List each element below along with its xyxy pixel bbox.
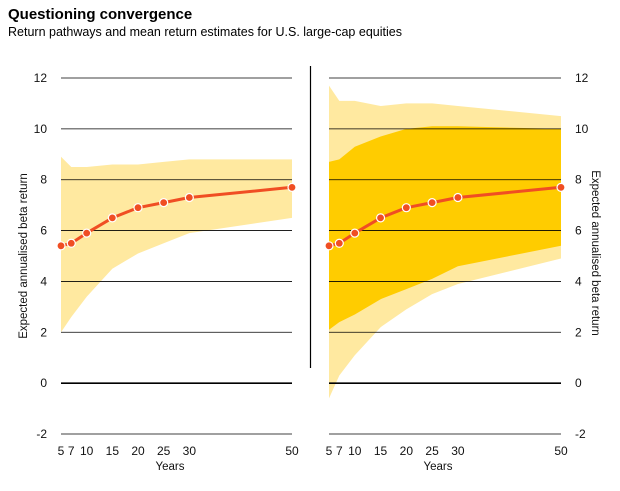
right-x-tick-label: 10 <box>348 444 362 458</box>
left-y-tick-label: 6 <box>40 224 47 238</box>
right-mean-point <box>334 238 344 248</box>
left-x-tick-label: 7 <box>68 444 75 458</box>
left-mean-point <box>82 228 92 238</box>
right-x-tick-label: 15 <box>374 444 388 458</box>
left-panel: -2 0 2 4 6 8 10 12 5 7 10 15 20 25 30 50 Years Expected a… <box>18 71 299 473</box>
right-y-tick-label: 10 <box>575 122 589 136</box>
right-mean-point <box>401 203 411 213</box>
right-x-tick-label: 50 <box>554 444 568 458</box>
left-y-tick-label: 2 <box>40 325 47 339</box>
chart-subtitle: Return pathways and mean return estimate… <box>8 25 402 39</box>
right-mean-point <box>453 192 463 203</box>
right-band-inner <box>329 126 561 330</box>
right-y-tick-label: 4 <box>575 274 582 288</box>
left-mean-point <box>287 182 297 192</box>
left-y-tick-label: 0 <box>40 376 47 390</box>
right-y-tick-label: 2 <box>575 325 582 339</box>
right-y-tick-label: 0 <box>575 376 582 390</box>
right-y-tick-label: -2 <box>575 427 586 441</box>
right-mean-point <box>375 213 386 223</box>
left-x-tick-label: 50 <box>285 444 299 458</box>
left-x-tick-label: 30 <box>183 444 197 458</box>
left-x-tick-label: 5 <box>58 444 65 458</box>
right-y-tick-label: 6 <box>575 224 582 238</box>
right-y-tick-label: 12 <box>575 71 589 85</box>
right-y-tick-label: 8 <box>575 173 582 187</box>
right-mean-point <box>350 228 360 238</box>
left-x-tick-label: 10 <box>80 444 94 458</box>
right-panel: -2 0 2 4 6 8 10 12 5 7 10 15 20 25 30 50 Years Expected a… <box>324 71 601 473</box>
left-x-tick-label: 20 <box>131 444 145 458</box>
left-y-tick-label: 4 <box>40 274 47 288</box>
chart-title: Questioning convergence <box>8 6 193 23</box>
left-band-outer <box>61 156 292 333</box>
right-x-tick-label: 7 <box>336 444 343 458</box>
right-x-tick-label: 25 <box>425 444 439 458</box>
left-y-tick-label: 10 <box>34 122 48 136</box>
right-x-axis-label: Years <box>424 461 453 473</box>
right-mean-point <box>324 241 334 251</box>
left-x-tick-label: 25 <box>157 444 171 458</box>
left-x-axis-label: Years <box>156 461 185 473</box>
right-x-tick-label: 20 <box>400 444 414 458</box>
left-y-tick-label: 8 <box>40 173 47 187</box>
left-mean-point <box>66 238 76 248</box>
left-mean-point <box>159 198 169 208</box>
left-mean-point <box>56 241 66 251</box>
right-mean-point <box>556 182 566 192</box>
left-mean-point <box>184 192 194 203</box>
left-x-tick-label: 15 <box>106 444 120 458</box>
right-y-axis-label: Expected annualised beta return <box>589 170 601 336</box>
left-mean-point <box>133 203 143 213</box>
left-y-tick-label: 12 <box>34 71 48 85</box>
left-y-tick-label: -2 <box>36 427 47 441</box>
left-mean-point <box>107 213 117 223</box>
right-x-tick-label: 5 <box>326 444 333 458</box>
right-x-tick-label: 30 <box>451 444 465 458</box>
left-y-axis-label: Expected annualised beta return <box>18 173 30 339</box>
right-mean-point <box>427 198 437 208</box>
